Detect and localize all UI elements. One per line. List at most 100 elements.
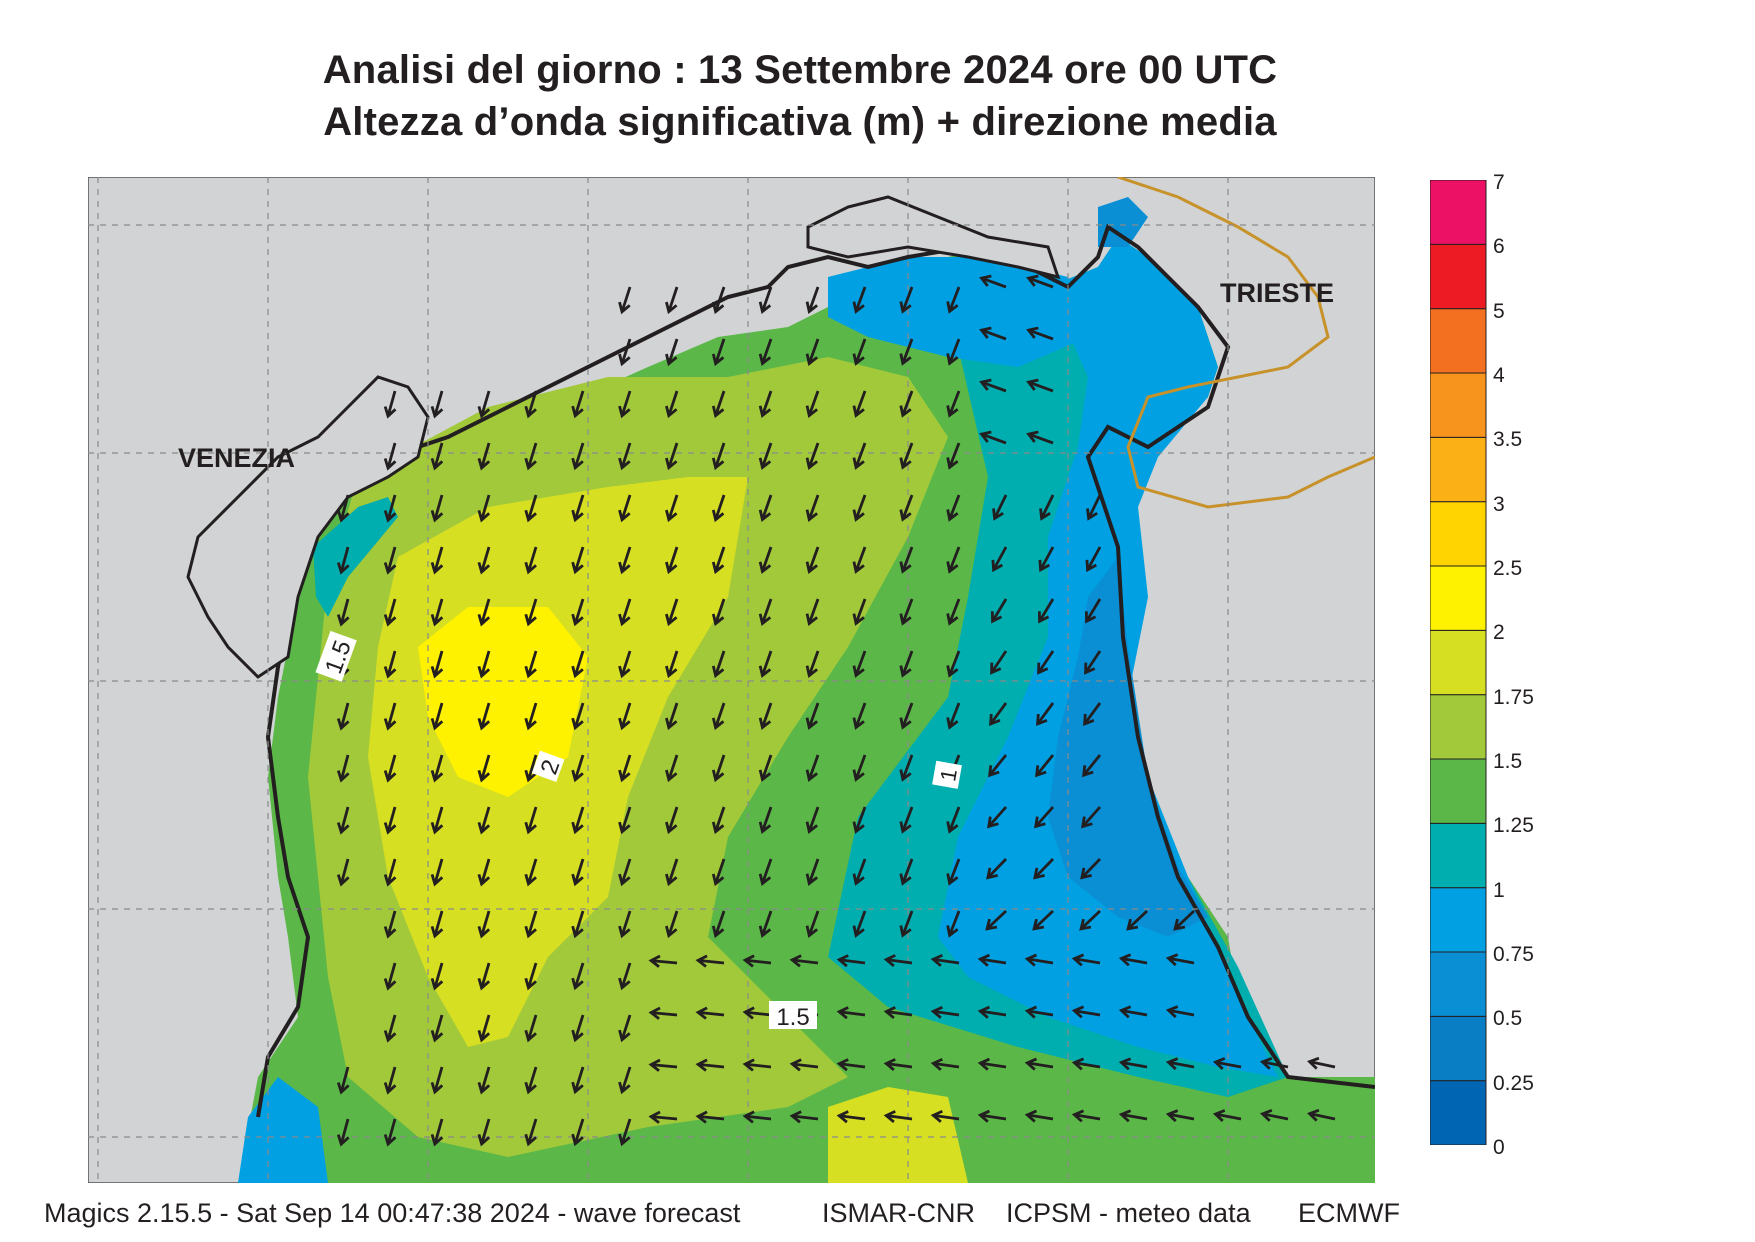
legend-swatch: [1430, 758, 1487, 824]
wave-arrow: [571, 910, 585, 939]
wave-arrow: [1083, 702, 1102, 727]
wave-arrow: [477, 1066, 491, 1095]
wave-arrow: [789, 1058, 819, 1072]
wave-arrow: [946, 494, 961, 522]
wave-arrow: [383, 806, 397, 835]
wave-arrow: [1173, 909, 1195, 931]
wave-arrow: [852, 546, 867, 574]
svg-text:1: 1: [935, 767, 962, 783]
wave-arrow: [571, 702, 585, 731]
wave-arrow: [979, 274, 1007, 289]
wave-map: 1.5 2 1 1.5 VENEZIA TRIESTE: [88, 177, 1375, 1183]
wave-arrow: [711, 910, 726, 939]
wave-arrow: [711, 390, 726, 419]
wave-arrow: [852, 494, 867, 522]
wave-arrow: [1307, 1108, 1336, 1122]
wave-arrow: [571, 442, 585, 471]
wave-arrow: [665, 546, 679, 575]
graticule: [88, 177, 1375, 1183]
wave-arrow: [383, 1118, 397, 1147]
legend-label: 7: [1493, 171, 1505, 194]
wave-arrow: [648, 1110, 678, 1124]
wave-arrow: [665, 390, 679, 419]
wave-arrow: [1071, 1109, 1101, 1123]
wave-arrow: [1033, 858, 1055, 880]
wave-arrow: [383, 598, 397, 627]
wave-arrow: [430, 1014, 444, 1043]
wave-arrow: [648, 954, 678, 968]
wave-arrow: [665, 598, 679, 627]
wave-arrow: [336, 494, 350, 523]
legend-label: 1.75: [1493, 685, 1534, 709]
wave-arrow: [571, 598, 585, 627]
wave-arrow: [986, 858, 1008, 880]
wave-arrow: [946, 598, 961, 626]
wave-arrow: [899, 390, 914, 418]
footer-left: Magics 2.15.5 - Sat Sep 14 00:47:38 2024…: [44, 1198, 741, 1228]
wave-arrow: [430, 754, 444, 783]
legend-swatch: [1430, 436, 1487, 503]
wave-arrow: [1084, 598, 1102, 624]
wave-arrow: [383, 1014, 397, 1043]
wave-arrow: [758, 494, 773, 523]
wave-arrow: [758, 910, 773, 939]
wave-arrow: [1026, 378, 1054, 393]
wave-arrow: [618, 390, 632, 419]
legend-label: 0: [1493, 1136, 1505, 1159]
legend-label: 1: [1493, 878, 1505, 902]
wave-arrow: [430, 494, 444, 523]
wave-arrow: [930, 1005, 960, 1019]
wave-arrow: [946, 858, 961, 886]
wave-arrow: [1079, 909, 1101, 931]
wave-arrow: [524, 1118, 538, 1147]
wave-arrow: [979, 430, 1007, 445]
wave-arrow: [977, 953, 1007, 967]
wave-arrow: [524, 910, 538, 939]
wave-arrow: [758, 650, 773, 679]
wave-arrow: [711, 650, 726, 679]
wave-arrow: [618, 494, 632, 523]
wave-arrow: [1259, 1108, 1289, 1122]
wave-arrow: [618, 910, 632, 939]
wave-arrow: [430, 1118, 444, 1147]
wave-arrow: [383, 494, 397, 523]
wave-arrow: [758, 754, 773, 783]
wave-arrow: [477, 390, 491, 419]
wave-arrow: [618, 546, 632, 575]
wave-arrow: [336, 1066, 350, 1095]
wave-arrow: [899, 650, 914, 678]
wave-arrow: [430, 962, 444, 991]
wave-arrow: [946, 806, 961, 834]
contour-label-2: 2: [531, 750, 565, 783]
wave-arrow: [524, 442, 538, 471]
wave-arrow: [742, 954, 772, 968]
wave-arrow: [1165, 1005, 1195, 1019]
wave-arrow: [1024, 1109, 1054, 1123]
wave-arrow: [1037, 598, 1055, 624]
legend-label: 0.5: [1493, 1007, 1523, 1031]
wave-arrow: [899, 806, 914, 834]
wave-arrow: [899, 858, 914, 886]
wave-arrow: [758, 442, 773, 471]
wave-arrow: [805, 858, 820, 886]
wave-arrow: [1085, 546, 1102, 573]
wave-arrow: [477, 598, 491, 627]
wave-arrow: [524, 494, 538, 523]
wave-arrow: [805, 494, 820, 522]
legend-label: 0.75: [1493, 943, 1534, 966]
wave-arrow: [1026, 274, 1054, 289]
wave-arrow: [618, 1014, 632, 1043]
wave-arrow: [477, 1118, 491, 1147]
wave-arrow: [336, 1118, 350, 1147]
wave-arrow: [1071, 1005, 1101, 1019]
wave-arrow: [383, 442, 397, 471]
wave-arrow: [758, 390, 773, 419]
wave-arrow: [524, 598, 538, 627]
wave-arrow: [430, 806, 444, 835]
legend-label: 3.5: [1493, 428, 1523, 452]
wave-arrow: [477, 858, 491, 887]
legend-label: 0.25: [1493, 1071, 1534, 1095]
wave-arrow: [477, 650, 491, 679]
legend-swatch: [1430, 629, 1487, 696]
wave-arrow: [711, 442, 726, 471]
